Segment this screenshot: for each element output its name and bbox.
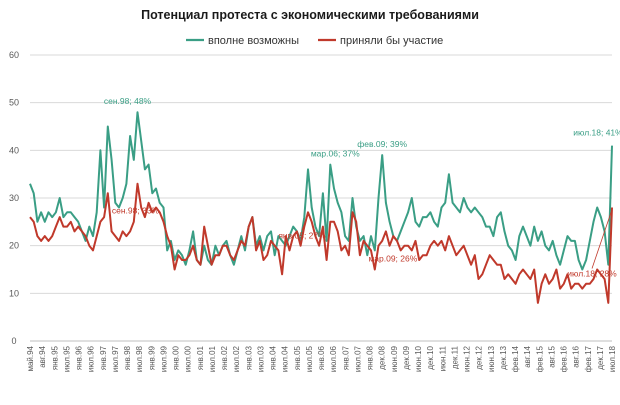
x-tick-label: янв.02: [220, 345, 229, 370]
x-tick-label: июл.95: [62, 345, 71, 372]
x-tick-label: дек.09: [402, 345, 411, 369]
x-tick-label: июн.12: [463, 345, 472, 372]
data-label: сен.98; 48%: [104, 96, 152, 106]
x-tick-label: янв.05: [293, 345, 302, 370]
annotation-leader: [301, 214, 309, 231]
x-tick-label: янв.00: [172, 345, 181, 370]
x-tick-label: дек.12: [475, 345, 484, 369]
x-tick-label: янв.08: [366, 345, 375, 370]
x-tick-label: июл.01: [208, 345, 217, 372]
y-tick-label: 30: [9, 193, 19, 203]
legend-label-would-participate: приняли бы участие: [340, 35, 443, 47]
x-tick-label: фев.16: [560, 345, 569, 372]
x-tick-label: янв.04: [269, 345, 278, 370]
legend: вполне возможны приняли бы участие: [186, 35, 443, 47]
annotation-leader: [591, 209, 613, 269]
data-label: июл.18; 28%: [567, 269, 617, 279]
x-tick-label: дек.17: [596, 345, 605, 369]
x-tick-label: янв.99: [147, 345, 156, 370]
data-annotations: сен.98; 48% мар.06; 37%фев.09; 39% июл.18;…: [104, 96, 620, 278]
data-label: янв.05; 27%: [278, 230, 326, 240]
data-label: мар.09; 26%: [368, 253, 417, 263]
x-tick-label: июл.97: [111, 345, 120, 372]
x-tick-label: фев.17: [584, 345, 593, 372]
x-tick-label: июл.06: [329, 345, 338, 372]
x-tick-label: май.94: [26, 345, 35, 371]
x-tick-label: янв.03: [244, 345, 253, 370]
chart-title: Потенциал протеста с экономическими треб…: [141, 8, 479, 22]
data-label: сен.98; 33%: [112, 206, 160, 216]
x-tick-label: июл.02: [232, 345, 241, 372]
x-tick-label: янв.01: [196, 345, 205, 370]
x-tick-label: авг.15: [547, 345, 556, 367]
y-tick-label: 10: [9, 288, 19, 298]
x-tick-label: июл.05: [305, 345, 314, 372]
data-label: июл.18; 41%: [573, 128, 620, 138]
series-line-would-participate: [29, 182, 613, 304]
x-tick-label: фев.14: [511, 345, 520, 372]
x-tick-label: янв.06: [317, 345, 326, 370]
x-tick-label: авг.16: [572, 345, 581, 367]
x-tick-label: янв.95: [50, 345, 59, 370]
x-tick-label: янв.07: [341, 345, 350, 370]
y-axis: 0 10 20 30 40 50 60: [9, 50, 19, 346]
y-tick-label: 0: [11, 336, 16, 346]
annotation-leader: [135, 185, 138, 206]
y-tick-label: 60: [9, 50, 19, 60]
x-tick-label: июн.09: [390, 345, 399, 372]
x-axis: май.94 авг.94 янв.95 июл.95 янв.96 июл.96 янв.…: [26, 340, 617, 372]
x-tick-label: июл.03: [256, 345, 265, 372]
x-tick-label: авг.14: [523, 345, 532, 367]
x-tick-label: июл.04: [281, 345, 290, 372]
x-tick-label: авг.94: [38, 345, 47, 367]
x-tick-label: июл.18: [608, 345, 617, 372]
y-tick-label: 50: [9, 98, 19, 108]
x-tick-label: дек.13: [499, 345, 508, 369]
x-tick-label: янв.98: [123, 345, 132, 370]
y-tick-label: 20: [9, 241, 19, 251]
x-tick-label: фев.15: [535, 345, 544, 372]
x-tick-label: дек.08: [378, 345, 387, 369]
x-tick-label: дек.11: [450, 345, 459, 369]
x-tick-label: июн.11: [438, 345, 447, 371]
gridlines: [30, 54, 612, 294]
x-tick-label: июн.13: [487, 345, 496, 372]
data-label: мар.06; 37%: [311, 149, 360, 159]
data-label: фев.09; 39%: [357, 139, 407, 149]
x-tick-label: июл.98: [135, 345, 144, 372]
x-tick-label: янв.97: [99, 345, 108, 370]
series-lines: [29, 111, 613, 304]
x-tick-label: дек.10: [426, 345, 435, 369]
x-tick-label: июн.10: [414, 345, 423, 372]
y-tick-label: 40: [9, 145, 19, 155]
legend-label-fully-possible: вполне возможны: [208, 35, 299, 47]
series-line-fully-possible: [29, 111, 613, 271]
x-tick-label: июл.96: [87, 345, 96, 372]
x-tick-label: июл.07: [353, 345, 362, 372]
x-tick-label: июл.99: [159, 345, 168, 372]
x-tick-label: июл.00: [184, 345, 193, 372]
x-tick-label: янв.96: [75, 345, 84, 370]
